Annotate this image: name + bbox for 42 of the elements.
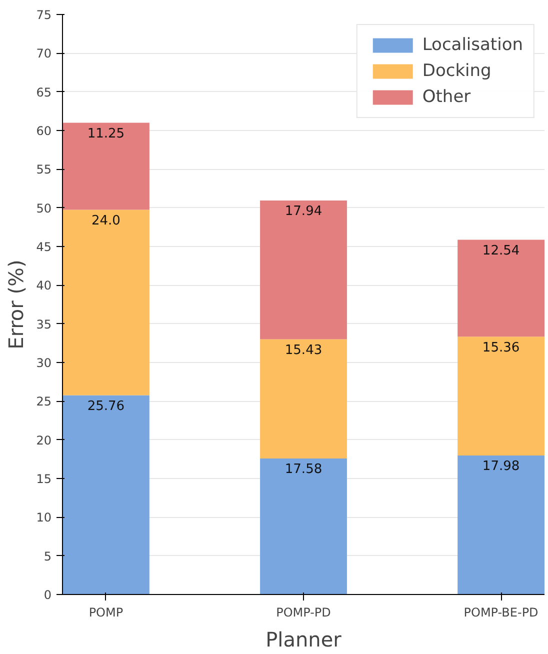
y-tick-label: 45	[36, 240, 52, 254]
data-label: 11.25	[87, 126, 125, 142]
legend-label: Docking	[422, 61, 492, 81]
y-tick-label: 0	[44, 588, 52, 602]
legend-label: Other	[422, 87, 471, 107]
y-tick-label: 25	[36, 394, 52, 409]
data-label: 17.98	[482, 459, 520, 474]
bar	[458, 455, 544, 594]
x-tick-label: POMP-BE-PD	[464, 606, 538, 620]
bar	[458, 240, 544, 337]
legend-label: Localisation	[422, 35, 523, 55]
data-label: 15.43	[284, 342, 322, 358]
y-tick-label: 5	[44, 549, 52, 564]
data-label: 24.0	[91, 213, 120, 228]
y-tick-label: 20	[36, 433, 52, 448]
bar	[260, 339, 347, 459]
y-tick-label: 70	[36, 46, 52, 61]
x-tick-label: POMP	[88, 606, 124, 620]
data-label: 17.94	[284, 204, 322, 220]
bar	[260, 200, 347, 340]
bar	[62, 395, 150, 594]
y-axis-title: Error (%)	[4, 260, 28, 350]
y-tick-label: 65	[36, 85, 52, 100]
y-tick-label: 75	[36, 8, 52, 22]
y-tick-label: 35	[36, 317, 52, 332]
data-label: 12.54	[482, 243, 520, 258]
data-label: 25.76	[87, 398, 125, 414]
x-tick-label: POMP-PD	[276, 606, 331, 620]
bar	[260, 458, 347, 594]
x-axis-title: Planner	[266, 628, 342, 652]
y-tick-label: 60	[36, 124, 52, 138]
bar	[62, 210, 150, 396]
y-tick-label: 30	[36, 356, 52, 370]
y-tick-label: 10	[36, 510, 52, 525]
bar	[458, 336, 544, 456]
y-tick-label: 50	[36, 201, 52, 216]
data-label: 17.58	[284, 462, 322, 478]
y-tick-label: 15	[36, 472, 52, 486]
bar	[62, 122, 150, 210]
y-tick-label: 40	[36, 278, 52, 293]
data-label: 15.36	[482, 340, 520, 356]
y-tick-label: 55	[36, 162, 52, 177]
